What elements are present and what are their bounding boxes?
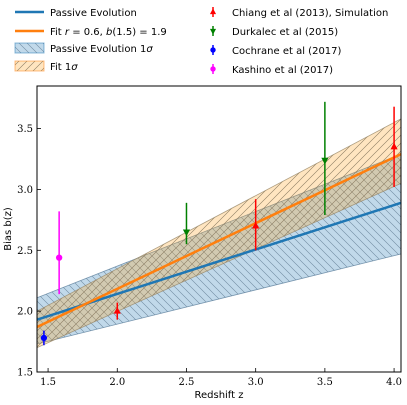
y-axis: 1.5 2.0 2.5 3.0 3.5 [17, 124, 41, 379]
point-durkalec-et-al-2015 [321, 101, 329, 216]
legend-item-passive-evolution: Passive Evolution [15, 8, 137, 19]
legend-point-entries: Chiang et al (2013), Simulation Durkalec … [209, 7, 388, 76]
legend-label-fit-sigma: Fit 1σ [50, 62, 78, 73]
legend-item-cochrane-et-al-2017: Cochrane et al (2017) [210, 45, 342, 57]
marker [55, 254, 63, 261]
point-chiang-et-al-2013-simulation [390, 106, 398, 188]
legend-label: Kashino et al (2017) [232, 65, 333, 76]
point-durkalec-et-al-2015 [182, 202, 191, 245]
y-axis-label: Bias b(z) [3, 207, 14, 251]
points-layer [40, 101, 398, 346]
x-tick-label: 3.0 [248, 377, 264, 388]
legend-label: Chiang et al (2013), Simulation [232, 8, 388, 19]
plot-frame [36, 85, 402, 373]
marker [182, 229, 191, 237]
legend-label-passive-sigma: Passive Evolution 1σ [50, 44, 153, 55]
legend-marker [209, 28, 217, 35]
x-tick-label: 4.0 [386, 377, 402, 388]
legend-label: Durkalec et al (2015) [232, 27, 338, 38]
x-axis: 1.5 2.0 2.5 3.0 3.5 4.0 [40, 368, 402, 388]
lines-layer [37, 153, 401, 329]
point-chiang-et-al-2013-simulation [113, 302, 121, 320]
x-tick-label: 2.0 [109, 377, 125, 388]
marker [40, 334, 48, 342]
legend-label-passive: Passive Evolution [50, 8, 137, 19]
legend-marker [209, 8, 217, 15]
marker [321, 157, 329, 165]
x-tick-label: 2.5 [179, 377, 195, 388]
legend-marker [210, 66, 216, 72]
x-tick-label: 1.5 [40, 377, 56, 388]
point-chiang-et-al-2013-simulation [252, 199, 260, 251]
point-kashino-et-al-2017 [55, 211, 63, 295]
marker [390, 142, 398, 150]
y-tick-label: 3.0 [17, 185, 33, 196]
legend-item-durkalec-et-al-2015: Durkalec et al (2015) [209, 26, 338, 38]
legend-label-fit: Fit r = 0.6, b(1.5) = 1.9 [50, 27, 167, 38]
legend: Passive Evolution Fit r = 0.6, b(1.5) = … [14, 7, 388, 76]
legend-label: Cochrane et al (2017) [232, 46, 342, 57]
y-tick-label: 1.5 [17, 368, 33, 379]
line-fit-r-0-6-b-1-5-1-9 [37, 153, 401, 329]
legend-item-chiang-et-al-2013-simulation: Chiang et al (2013), Simulation [209, 7, 388, 19]
marker [252, 221, 260, 229]
legend-item-kashino-et-al-2017: Kashino et al (2017) [210, 64, 333, 76]
x-axis-label: Redshift z [194, 390, 243, 401]
marker [113, 306, 121, 314]
legend-swatch-fit-band [14, 60, 45, 72]
point-cochrane-et-al-2017 [40, 330, 48, 346]
legend-item-passive-sigma: Passive Evolution 1σ [14, 42, 153, 55]
legend-item-fit: Fit r = 0.6, b(1.5) = 1.9 [15, 27, 167, 38]
legend-swatch-passive-band [14, 42, 45, 54]
legend-item-fit-sigma: Fit 1σ [14, 60, 78, 73]
legend-marker [210, 47, 216, 53]
y-tick-label: 3.5 [17, 124, 33, 135]
y-tick-label: 2.0 [17, 307, 33, 318]
y-tick-label: 2.5 [17, 246, 33, 257]
x-tick-label: 3.5 [317, 377, 333, 388]
line-passive-evolution [37, 201, 401, 321]
